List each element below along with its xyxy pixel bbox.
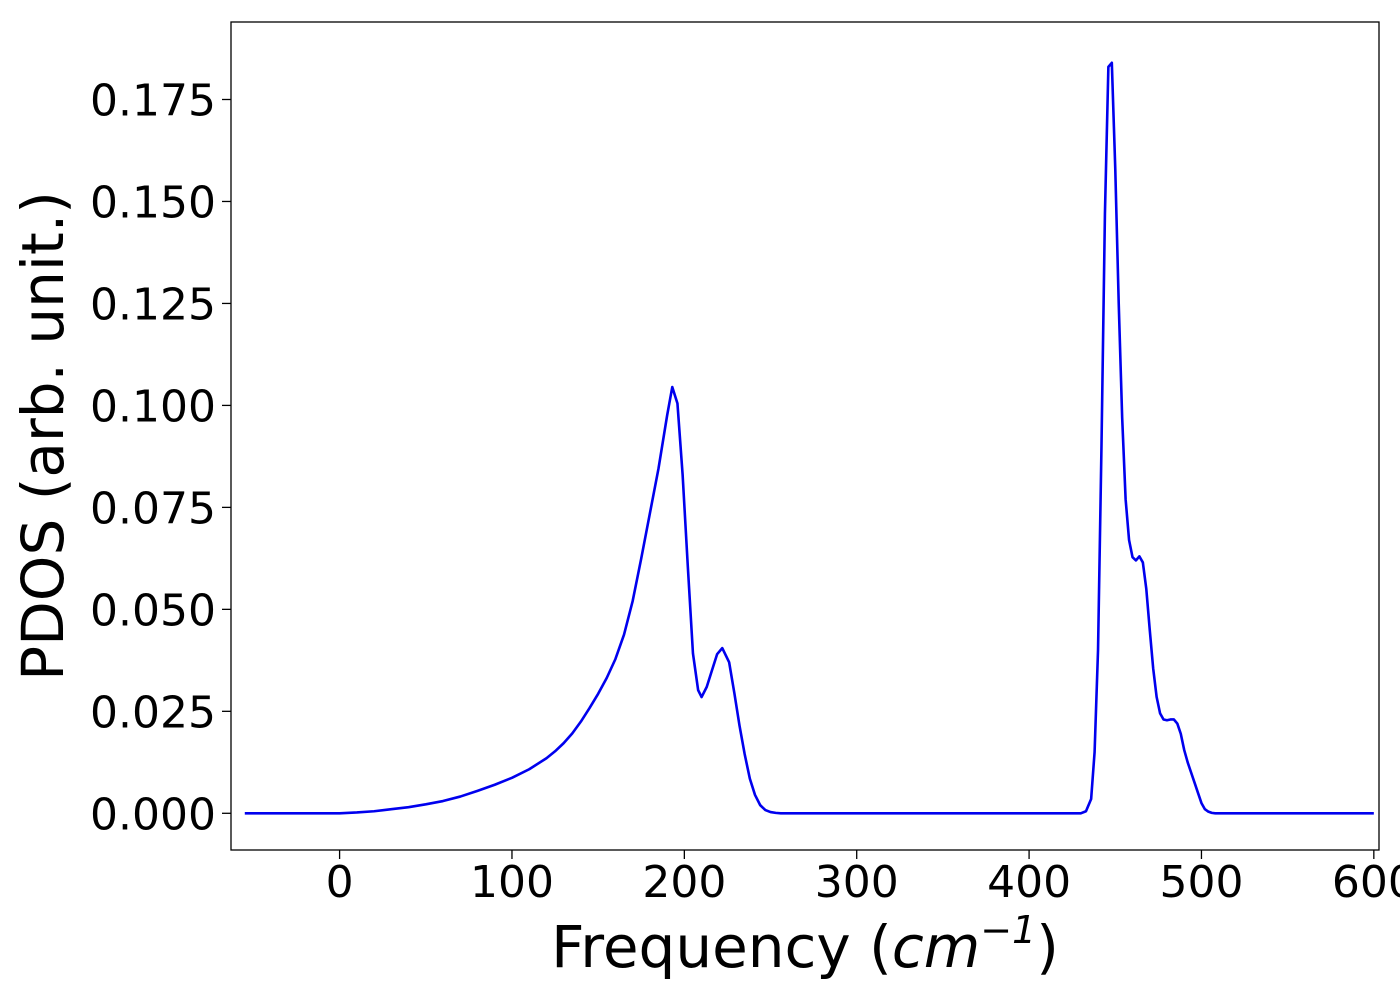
x-axis-ticks: 0 100 200 300 400 500 600: [326, 850, 1400, 908]
x-axis-label-unit: cm: [892, 913, 980, 981]
x-axis-label-unit-exponent: −1: [980, 908, 1036, 952]
y-tick-label: 0.075: [90, 483, 216, 534]
x-tick-label: 200: [642, 857, 726, 908]
series-layer: [244, 61, 1374, 815]
x-axis-label-text: Frequency: [551, 913, 851, 981]
y-tick-label: 0.150: [90, 177, 216, 228]
plot-frame: [230, 21, 1380, 851]
x-tick-label: 300: [815, 857, 899, 908]
y-tick-label: 0.000: [90, 789, 216, 840]
pdos-series-line: [244, 61, 1374, 815]
y-tick-label: 0.175: [90, 75, 216, 126]
x-tick-label: 600: [1332, 857, 1400, 908]
y-tick-label: 0.050: [90, 585, 216, 636]
y-axis-ticks: 0.000 0.025 0.050 0.075 0.100 0.125 0.150 0.175: [90, 75, 231, 840]
y-tick-label: 0.100: [90, 381, 216, 432]
x-axis-label-paren-open: (: [851, 913, 892, 981]
x-tick-label: 400: [987, 857, 1071, 908]
y-axis-label: PDOS (arb. unit.): [9, 191, 77, 681]
x-axis-label: Frequency (cm−1): [551, 908, 1059, 981]
x-tick-label: 500: [1159, 857, 1243, 908]
x-tick-label: 100: [470, 857, 554, 908]
y-tick-label: 0.025: [90, 687, 216, 738]
x-axis-label-paren-close: ): [1036, 913, 1059, 981]
x-tick-label: 0: [326, 857, 354, 908]
y-tick-label: 0.125: [90, 279, 216, 330]
